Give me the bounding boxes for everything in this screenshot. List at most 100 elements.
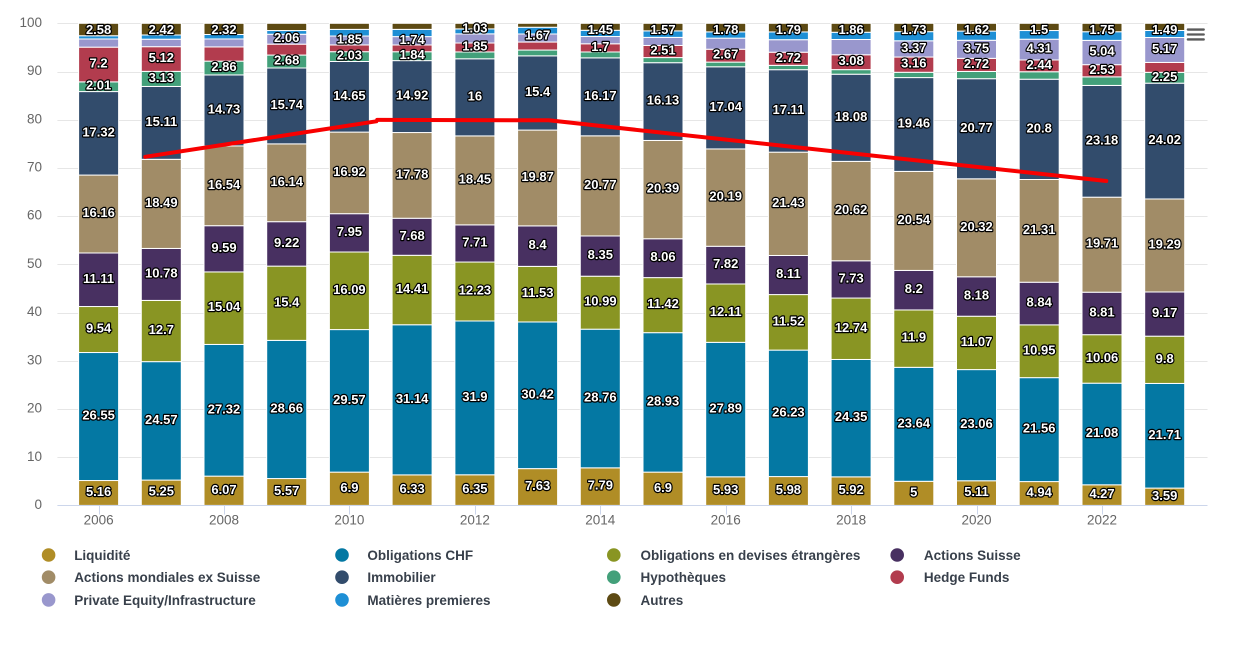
svg-text:Actions Suisse: Actions Suisse xyxy=(924,548,1021,563)
svg-text:1.62: 1.62 xyxy=(964,22,989,37)
svg-text:30.42: 30.42 xyxy=(521,386,554,401)
svg-text:3.59: 3.59 xyxy=(1152,488,1177,503)
svg-text:10.95: 10.95 xyxy=(1023,342,1056,357)
svg-text:2.68: 2.68 xyxy=(274,53,299,68)
svg-text:18.49: 18.49 xyxy=(145,195,178,210)
svg-text:Private Equity/Infrastructure: Private Equity/Infrastructure xyxy=(74,593,256,608)
svg-text:2.58: 2.58 xyxy=(86,22,111,37)
svg-text:1.75: 1.75 xyxy=(1089,22,1114,37)
svg-text:1.7: 1.7 xyxy=(591,39,609,54)
svg-text:31.9: 31.9 xyxy=(462,389,487,404)
svg-text:Hypothèques: Hypothèques xyxy=(641,570,727,585)
svg-text:1.74: 1.74 xyxy=(399,32,425,47)
svg-text:11.9: 11.9 xyxy=(902,330,927,345)
svg-text:17.11: 17.11 xyxy=(772,102,804,117)
svg-text:15.74: 15.74 xyxy=(270,97,303,112)
svg-text:11.07: 11.07 xyxy=(961,334,993,349)
svg-text:10.99: 10.99 xyxy=(584,294,617,309)
svg-text:80: 80 xyxy=(27,111,42,126)
svg-text:2006: 2006 xyxy=(84,513,114,528)
svg-text:2.01: 2.01 xyxy=(86,78,111,93)
svg-text:9.54: 9.54 xyxy=(86,321,112,336)
svg-text:11.42: 11.42 xyxy=(647,296,679,311)
svg-text:Liquidité: Liquidité xyxy=(74,548,131,563)
svg-text:2.72: 2.72 xyxy=(776,50,801,65)
svg-text:8.4: 8.4 xyxy=(529,237,548,252)
svg-text:2010: 2010 xyxy=(334,513,364,528)
svg-text:10: 10 xyxy=(27,449,42,464)
svg-text:21.71: 21.71 xyxy=(1148,427,1181,442)
svg-text:1.86: 1.86 xyxy=(838,22,863,37)
svg-text:17.04: 17.04 xyxy=(709,99,742,114)
svg-text:8.2: 8.2 xyxy=(905,281,923,296)
svg-text:21.08: 21.08 xyxy=(1086,425,1119,440)
svg-text:Actions mondiales ex Suisse: Actions mondiales ex Suisse xyxy=(74,570,261,585)
svg-text:2012: 2012 xyxy=(460,513,490,528)
svg-text:5.93: 5.93 xyxy=(713,482,738,497)
svg-text:8.35: 8.35 xyxy=(588,247,613,262)
svg-text:1.67: 1.67 xyxy=(525,28,550,43)
svg-text:5.92: 5.92 xyxy=(838,482,863,497)
svg-text:Hedge Funds: Hedge Funds xyxy=(924,570,1010,585)
svg-text:17.78: 17.78 xyxy=(396,166,429,181)
svg-text:2014: 2014 xyxy=(585,513,616,528)
svg-text:16.13: 16.13 xyxy=(647,93,680,108)
svg-text:26.23: 26.23 xyxy=(772,404,805,419)
svg-text:3.37: 3.37 xyxy=(901,40,926,55)
svg-text:11.53: 11.53 xyxy=(522,285,554,300)
svg-text:2022: 2022 xyxy=(1087,513,1117,528)
svg-text:7.82: 7.82 xyxy=(713,256,738,271)
svg-text:23.64: 23.64 xyxy=(898,415,931,430)
svg-text:4.94: 4.94 xyxy=(1027,484,1053,499)
svg-text:20: 20 xyxy=(27,401,42,416)
svg-text:7.68: 7.68 xyxy=(399,228,424,243)
svg-text:10.78: 10.78 xyxy=(145,265,178,280)
svg-text:20.62: 20.62 xyxy=(835,202,868,217)
svg-text:14.41: 14.41 xyxy=(396,281,429,296)
svg-text:19.46: 19.46 xyxy=(898,115,931,130)
svg-text:23.18: 23.18 xyxy=(1086,132,1119,147)
svg-text:6.9: 6.9 xyxy=(654,480,672,495)
svg-text:14.73: 14.73 xyxy=(208,101,241,116)
svg-text:20.8: 20.8 xyxy=(1027,120,1052,135)
svg-text:20.77: 20.77 xyxy=(584,177,617,192)
svg-text:28.66: 28.66 xyxy=(270,400,303,415)
svg-text:6.33: 6.33 xyxy=(399,481,424,496)
svg-text:15.4: 15.4 xyxy=(274,294,300,309)
svg-text:21.43: 21.43 xyxy=(772,195,805,210)
svg-text:16.09: 16.09 xyxy=(333,282,366,297)
svg-text:5.17: 5.17 xyxy=(1152,41,1177,56)
svg-text:Obligations en devises étrangè: Obligations en devises étrangères xyxy=(641,548,861,563)
svg-text:29.57: 29.57 xyxy=(333,392,366,407)
svg-text:6.07: 6.07 xyxy=(211,482,236,497)
svg-text:7.71: 7.71 xyxy=(462,234,487,249)
svg-text:17.32: 17.32 xyxy=(82,124,115,139)
svg-text:2.67: 2.67 xyxy=(713,47,738,62)
svg-text:9.17: 9.17 xyxy=(1152,305,1177,320)
svg-text:2.44: 2.44 xyxy=(1027,57,1053,72)
svg-text:28.76: 28.76 xyxy=(584,390,617,405)
svg-text:24.57: 24.57 xyxy=(145,412,178,427)
svg-text:8.81: 8.81 xyxy=(1089,304,1114,319)
svg-text:12.23: 12.23 xyxy=(459,283,492,298)
svg-text:1.85: 1.85 xyxy=(462,38,487,53)
svg-text:8.18: 8.18 xyxy=(964,288,989,303)
svg-text:1.03: 1.03 xyxy=(462,20,487,35)
svg-text:1.57: 1.57 xyxy=(650,22,675,37)
svg-text:10.06: 10.06 xyxy=(1086,350,1119,365)
svg-text:14.65: 14.65 xyxy=(333,88,366,103)
svg-text:0: 0 xyxy=(34,497,42,512)
svg-text:40: 40 xyxy=(27,304,42,319)
svg-text:2.25: 2.25 xyxy=(1152,69,1177,84)
svg-text:3.13: 3.13 xyxy=(149,70,174,85)
svg-text:24.35: 24.35 xyxy=(835,409,868,424)
svg-text:26.55: 26.55 xyxy=(82,408,115,423)
svg-text:1.5: 1.5 xyxy=(1030,22,1048,37)
svg-text:5.16: 5.16 xyxy=(86,484,111,499)
svg-text:50: 50 xyxy=(27,256,42,271)
svg-text:5.11: 5.11 xyxy=(964,484,989,499)
svg-text:3.16: 3.16 xyxy=(901,56,926,71)
svg-text:2016: 2016 xyxy=(711,513,741,528)
svg-text:16.14: 16.14 xyxy=(270,174,303,189)
svg-text:21.56: 21.56 xyxy=(1023,421,1056,436)
